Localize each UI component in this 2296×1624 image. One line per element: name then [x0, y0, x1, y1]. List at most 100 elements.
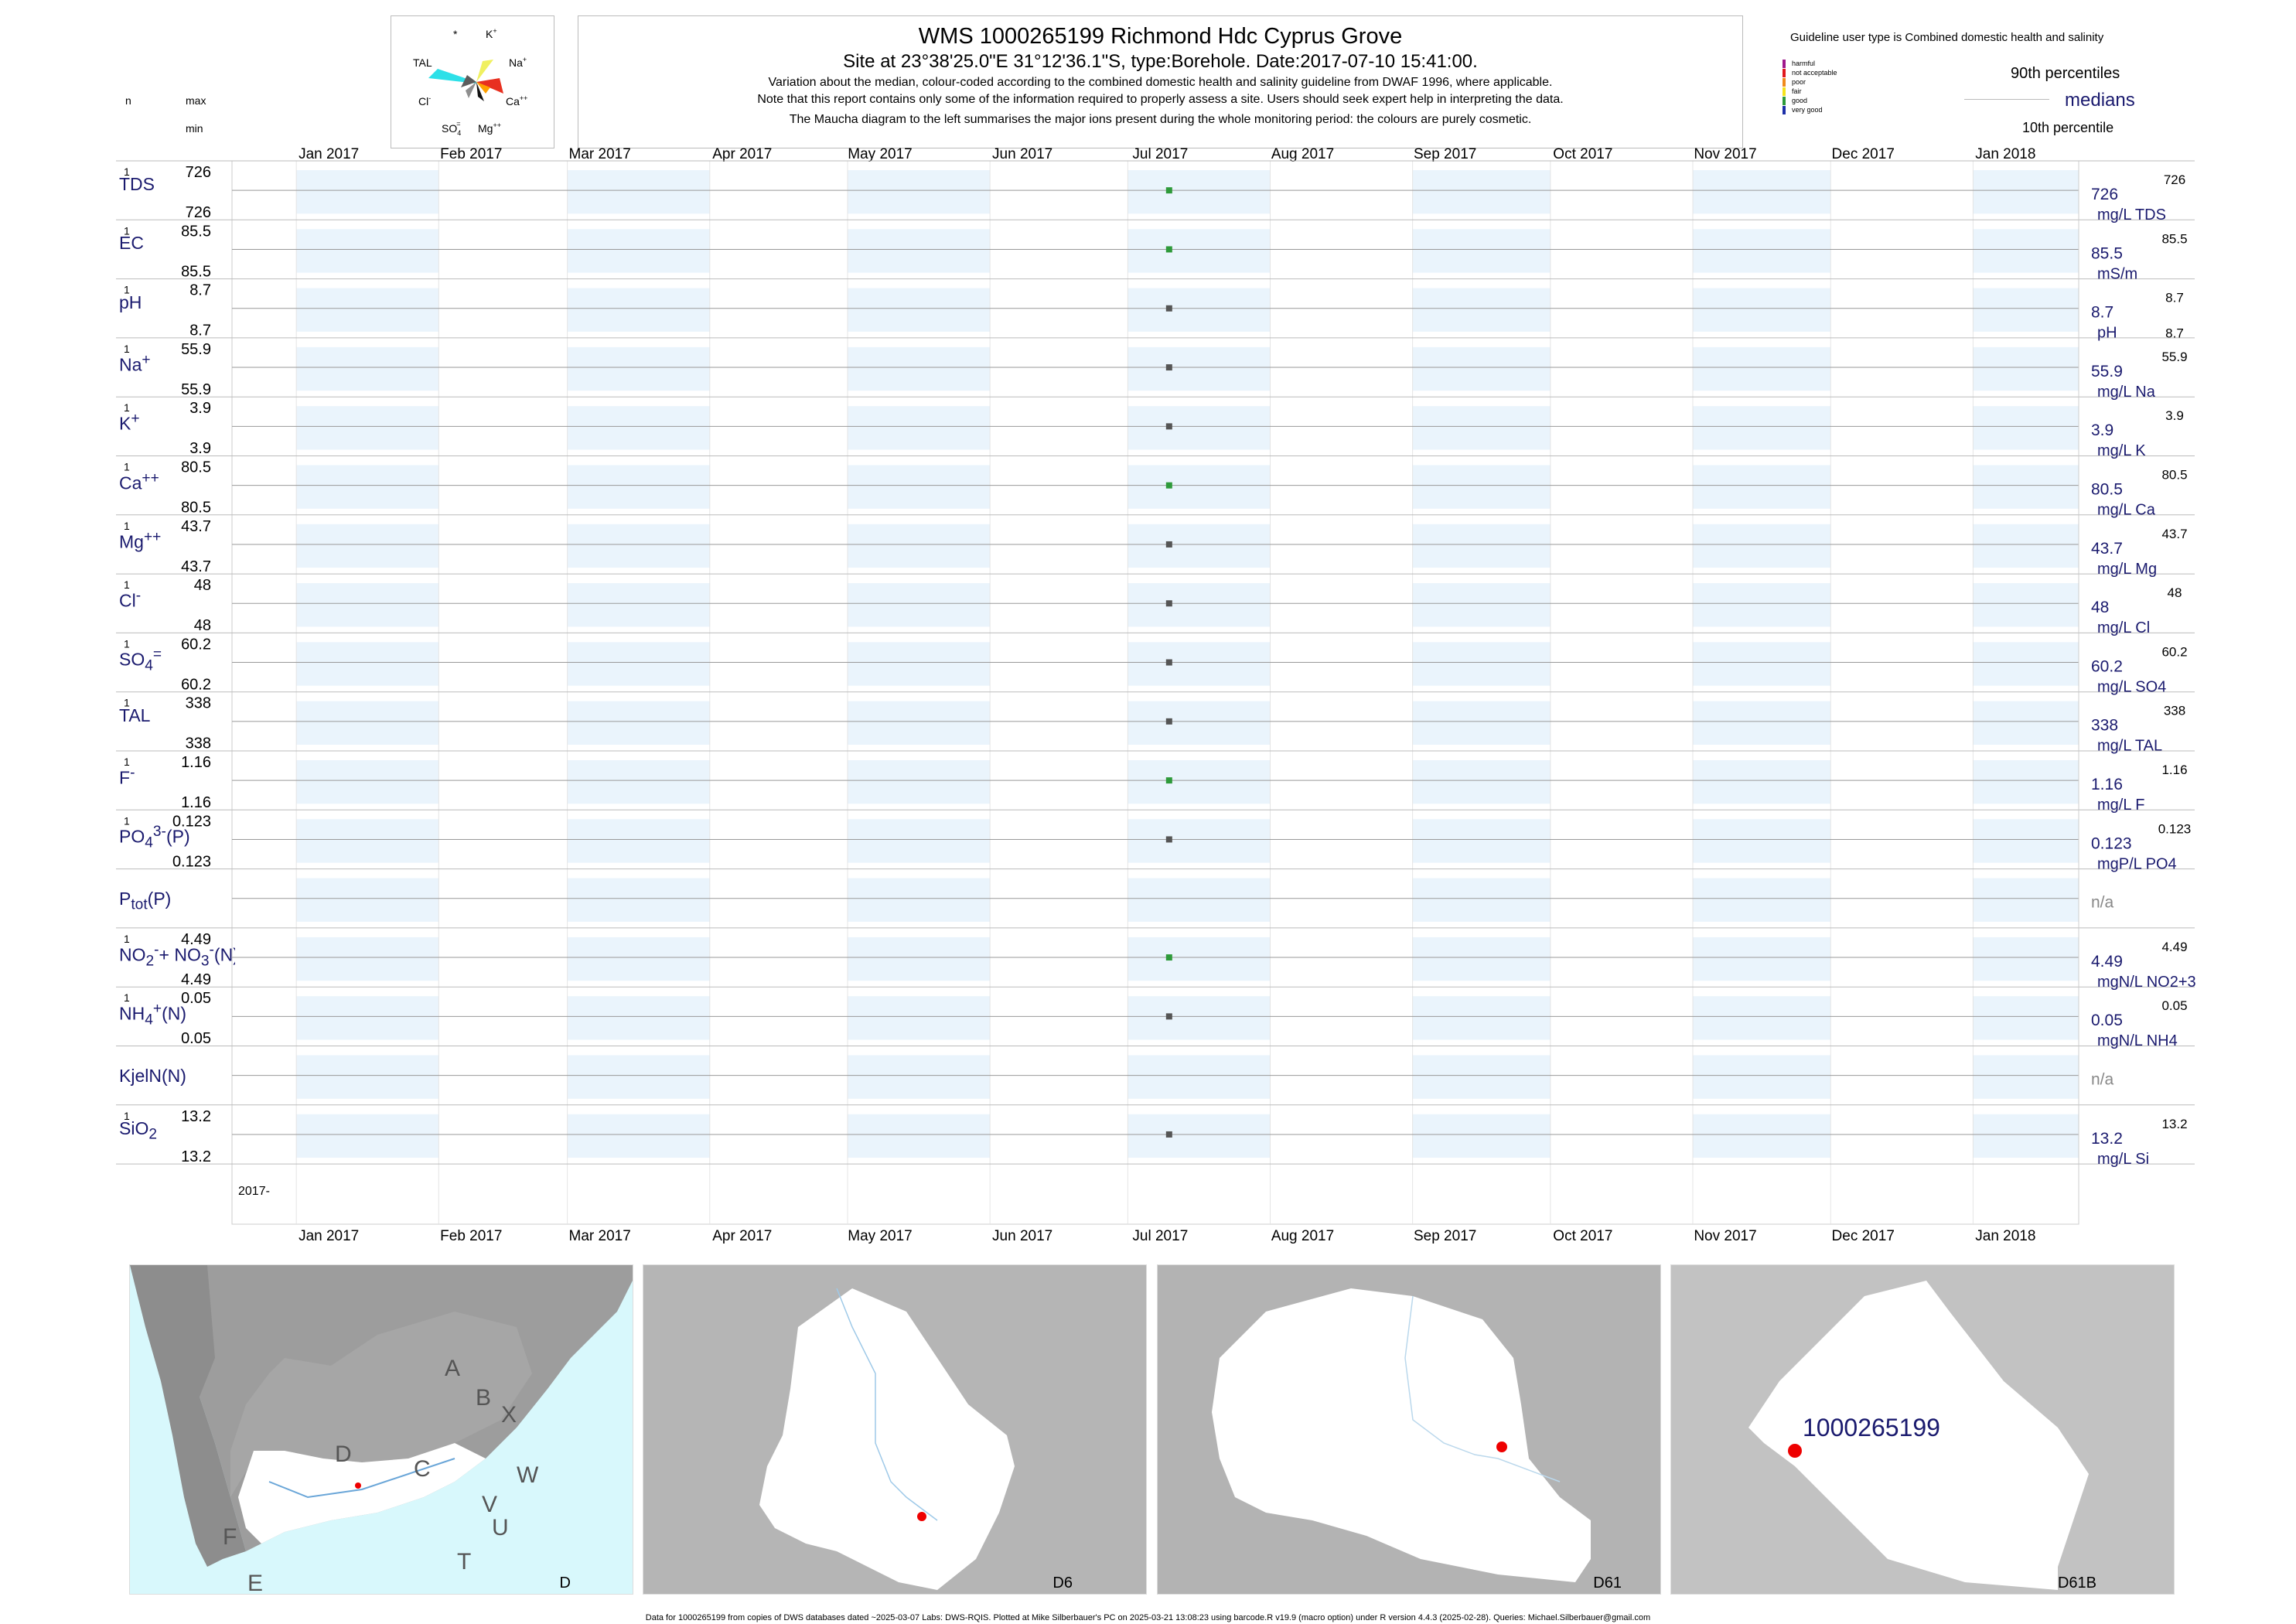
month-band [848, 406, 991, 450]
legend-item: not acceptable [1783, 68, 1837, 78]
map-drainage-letter: U [492, 1515, 509, 1540]
month-band [296, 406, 439, 450]
row-min: 338 [186, 735, 211, 752]
row-max: 85.5 [181, 223, 211, 240]
map-river [268, 1458, 455, 1499]
month-band [1693, 1114, 1831, 1158]
row-p90: 48 [2168, 585, 2182, 600]
row-p90: 338 [2164, 704, 2185, 718]
month-band [296, 1114, 439, 1158]
row-min: 60.2 [181, 676, 211, 693]
row-n: 1 [124, 814, 130, 827]
maucha-ca-label: Ca++ [506, 94, 527, 107]
row-min: 1.16 [181, 794, 211, 811]
month-band [567, 819, 710, 863]
map-drainage-letter: B [476, 1385, 492, 1411]
month-band [1693, 465, 1831, 509]
row-median: 8.7 [2091, 304, 2113, 322]
row-parameter-label: EC [119, 234, 144, 253]
month-band [1412, 819, 1551, 863]
month-band [1412, 583, 1551, 627]
month-band [567, 937, 710, 981]
x-tick-bottom: Jun 2017 [992, 1228, 1052, 1244]
row-unit: mgN/L NO2+3 [2097, 974, 2196, 991]
data-point [1165, 954, 1172, 961]
maucha-diagram: * K+ Na+ Ca++ Mg++ SO4= Cl- TAL [413, 27, 527, 137]
month-band [296, 878, 439, 922]
x-tick-bottom: Aug 2017 [1271, 1228, 1334, 1244]
month-band [567, 229, 710, 273]
row-n: 1 [124, 165, 130, 178]
x-tick-top: Dec 2017 [1832, 146, 1895, 162]
row-p90: 55.9 [2161, 350, 2187, 364]
map-drainage-letter: W [517, 1462, 539, 1488]
row-p90: 0.123 [2158, 821, 2192, 836]
maucha-star-label: * [453, 28, 458, 40]
row-max: 43.7 [181, 518, 211, 535]
legend-swatch [1783, 97, 1786, 106]
row-median: 48 [2091, 599, 2109, 616]
month-band [1412, 642, 1551, 686]
row-median: 338 [2091, 717, 2118, 735]
map-drainage-letter: F [223, 1524, 237, 1550]
row-p90: 80.5 [2161, 468, 2187, 483]
month-band [296, 996, 439, 1040]
row-median: n/a [2091, 894, 2114, 912]
row-unit: mg/L K [2097, 442, 2146, 459]
row-parameter-label: NO2-+ NO3-(N) [119, 942, 235, 969]
x-tick-top: Feb 2017 [440, 146, 502, 162]
row-median: 55.9 [2091, 363, 2123, 380]
row-parameter-name: Cl- [119, 588, 142, 611]
row-parameter-name: SiO2 [119, 1118, 157, 1143]
month-band [296, 760, 439, 804]
x-tick-bottom: Mar 2017 [569, 1228, 631, 1244]
title-box: WMS 1000265199 Richmond Hdc Cyprus Grove… [578, 15, 1743, 148]
legend-label: very good [1792, 106, 1823, 114]
map-d6-river [836, 1288, 938, 1521]
month-band [1973, 996, 2079, 1040]
month-band [1412, 1114, 1551, 1158]
row-max: 1.16 [181, 754, 211, 771]
row-max: 0.123 [172, 813, 211, 830]
guideline-title: Guideline user type is Combined domestic… [1790, 31, 2104, 44]
month-band [567, 878, 710, 922]
x-tick-top: Oct 2017 [1553, 146, 1612, 162]
row-median: 726 [2091, 186, 2118, 203]
month-band [1693, 229, 1831, 273]
month-band [1412, 346, 1551, 391]
row-n: 1 [124, 578, 130, 591]
month-band [1412, 760, 1551, 804]
month-band [1412, 701, 1551, 745]
row-p90: 726 [2164, 172, 2185, 187]
month-band [567, 701, 710, 745]
month-band [296, 701, 439, 745]
maucha-mg-wedge [476, 82, 484, 101]
month-band [1128, 819, 1271, 863]
x-tick-top: Jul 2017 [1132, 146, 1188, 162]
data-point [1165, 1131, 1172, 1138]
row-median: 85.5 [2091, 244, 2123, 262]
row-min: 55.9 [181, 381, 211, 398]
row-unit: mg/L TDS [2097, 206, 2166, 223]
row-median: 0.123 [2091, 834, 2132, 852]
month-band [1973, 760, 2079, 804]
month-band [848, 288, 991, 332]
legend-label: fair [1792, 87, 1802, 95]
month-band [296, 288, 439, 332]
legend-label: not acceptable [1792, 69, 1837, 77]
row-p90: 60.2 [2161, 644, 2187, 659]
month-band [1128, 465, 1271, 509]
p90-label: 90th percentiles [2011, 65, 2120, 82]
map-d6-basin [759, 1288, 1015, 1590]
row-unit: mg/L Cl [2097, 619, 2150, 636]
header-n: n [125, 94, 131, 107]
map-d6-svg [643, 1265, 1146, 1594]
row-unit: mg/L SO4 [2097, 678, 2166, 695]
row-median: n/a [2091, 1071, 2114, 1089]
month-band [567, 1055, 710, 1099]
month-band [1693, 524, 1831, 568]
row-min: 726 [186, 204, 211, 221]
month-band [296, 583, 439, 627]
map-namibia [130, 1265, 246, 1567]
row-min: 43.7 [181, 558, 211, 575]
